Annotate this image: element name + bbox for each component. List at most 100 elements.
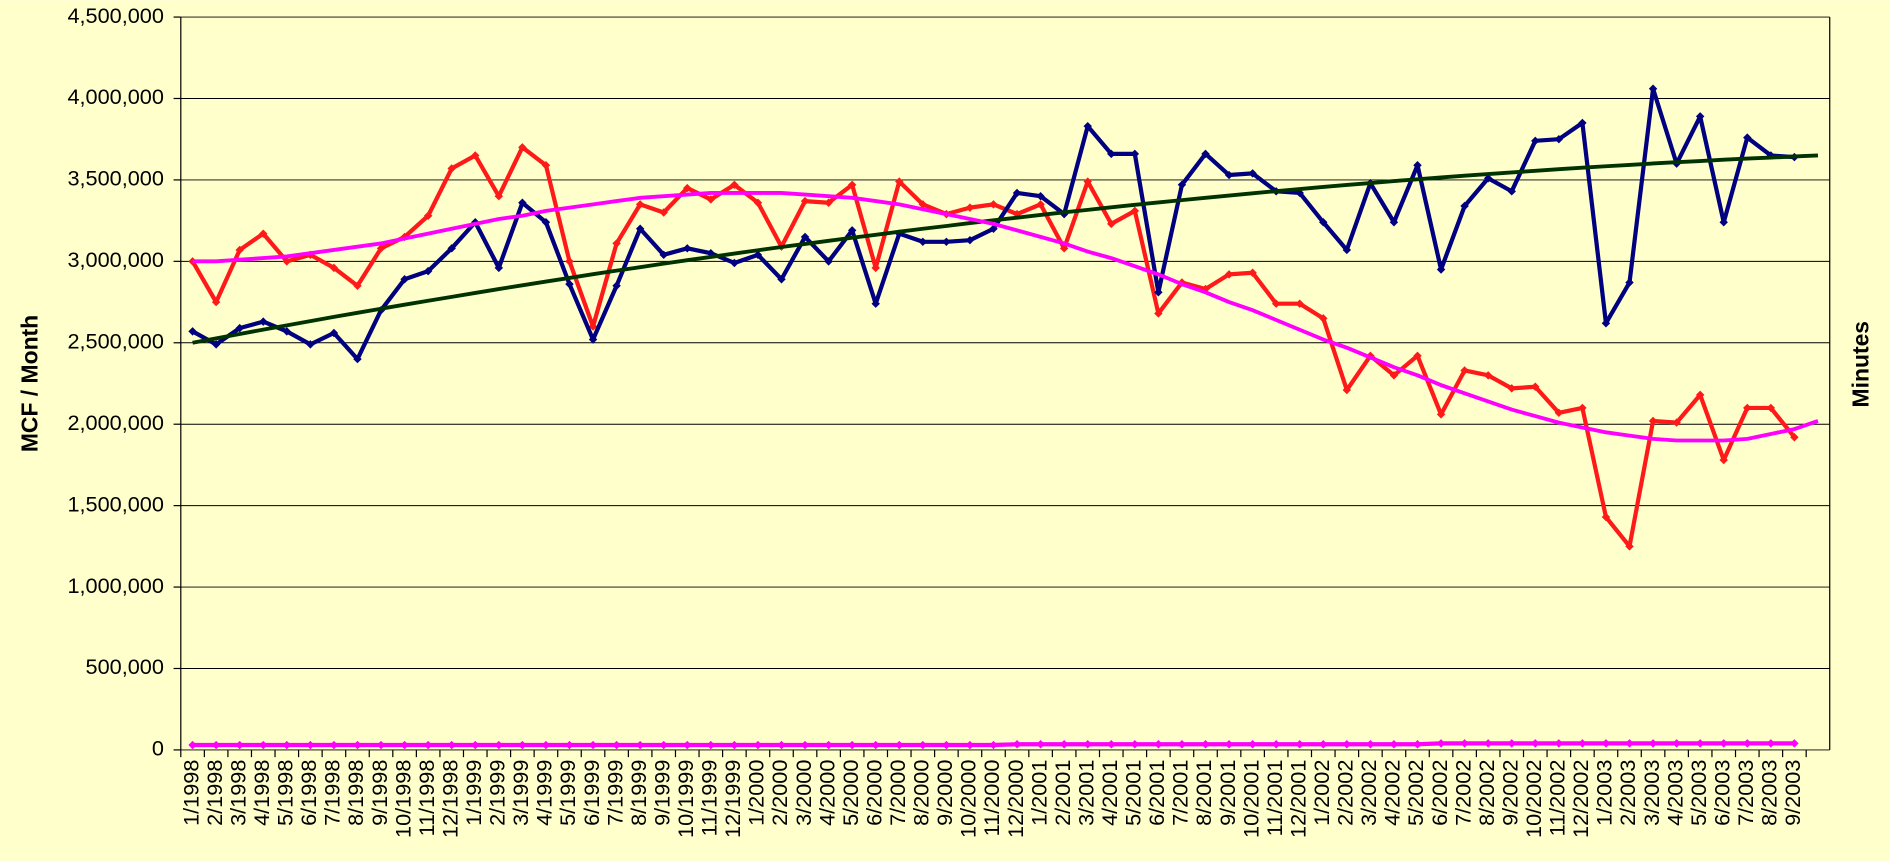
marker xyxy=(1271,740,1281,749)
marker xyxy=(989,224,998,233)
marker xyxy=(847,180,857,190)
marker xyxy=(376,244,386,253)
marker xyxy=(259,229,268,238)
x-tick-label: 3/2001 xyxy=(1073,760,1098,826)
marker xyxy=(1177,180,1187,190)
x-tick-label: 4/1999 xyxy=(532,760,557,826)
marker xyxy=(612,740,621,750)
marker xyxy=(1154,740,1163,749)
x-tick-label: 12/2002 xyxy=(1568,760,1593,838)
x-tick-label: 5/1999 xyxy=(555,760,580,826)
marker xyxy=(1554,739,1564,748)
x-tick-label: 4/2001 xyxy=(1097,760,1122,826)
marker xyxy=(565,740,574,750)
x-tick-label: 7/1999 xyxy=(602,760,627,826)
marker xyxy=(1483,174,1493,183)
marker xyxy=(1578,739,1587,748)
y-tick-label: 2,500,000 xyxy=(67,329,163,354)
marker xyxy=(1224,740,1234,749)
marker xyxy=(423,211,433,220)
x-tick-label: 11/2002 xyxy=(1545,760,1570,837)
marker xyxy=(1531,382,1540,391)
x-tick-label: 4/2003 xyxy=(1662,760,1687,826)
marker xyxy=(659,208,668,217)
marker xyxy=(918,200,928,209)
marker xyxy=(1531,136,1540,146)
marker xyxy=(989,200,998,209)
marker xyxy=(1790,433,1799,442)
marker xyxy=(353,281,362,290)
marker xyxy=(1554,408,1564,418)
marker xyxy=(1012,740,1022,749)
x-tick-label: 1/1998 xyxy=(178,760,203,826)
marker xyxy=(1625,278,1634,287)
marker xyxy=(259,317,268,326)
marker xyxy=(942,237,951,247)
x-tick-label: 2/2003 xyxy=(1615,760,1640,826)
marker xyxy=(1483,739,1493,748)
y-tick-label: 4,500,000 xyxy=(67,3,163,28)
marker xyxy=(1743,133,1752,142)
y-tick-label: 500,000 xyxy=(86,654,164,679)
marker xyxy=(635,740,645,750)
marker xyxy=(1201,740,1210,749)
marker xyxy=(1601,739,1611,748)
x-tick-label: 10/1998 xyxy=(390,760,415,838)
marker xyxy=(1201,149,1210,159)
marker xyxy=(895,177,904,186)
marker xyxy=(541,218,551,227)
marker xyxy=(871,263,880,273)
marker xyxy=(494,263,504,273)
x-tick-label: 10/2001 xyxy=(1238,760,1263,838)
marker xyxy=(1507,384,1516,393)
marker xyxy=(612,239,621,248)
marker xyxy=(1083,740,1092,749)
marker xyxy=(235,740,244,750)
marker xyxy=(211,297,221,307)
marker xyxy=(1460,366,1469,375)
marker xyxy=(1578,403,1587,413)
marker xyxy=(800,740,810,750)
marker xyxy=(1743,739,1752,748)
marker xyxy=(1107,740,1116,749)
marker xyxy=(635,224,645,233)
marker xyxy=(1719,739,1728,748)
marker xyxy=(518,198,527,207)
marker xyxy=(989,740,998,750)
marker xyxy=(211,340,221,349)
trend-line xyxy=(192,153,1819,345)
x-tick-label: 12/1998 xyxy=(437,760,462,838)
marker xyxy=(588,740,598,750)
marker xyxy=(1130,740,1140,749)
marker xyxy=(188,740,197,750)
x-tick-label: 9/1998 xyxy=(367,760,392,826)
x-tick-label: 3/2003 xyxy=(1639,760,1664,826)
x-tick-label: 9/2002 xyxy=(1497,760,1522,826)
marker xyxy=(1766,739,1776,748)
marker xyxy=(635,200,645,209)
marker xyxy=(376,740,386,750)
marker xyxy=(235,245,244,255)
marker xyxy=(541,161,551,170)
marker xyxy=(706,740,716,750)
marker xyxy=(400,275,409,284)
x-tick-label: 12/2001 xyxy=(1285,760,1310,838)
marker xyxy=(683,183,692,193)
marker xyxy=(565,257,574,266)
x-tick-label: 11/1999 xyxy=(697,760,722,837)
marker xyxy=(1601,319,1611,328)
marker xyxy=(659,740,668,750)
x-tick-label: 1/2002 xyxy=(1309,760,1334,826)
marker xyxy=(423,740,433,750)
marker xyxy=(188,327,197,336)
marker xyxy=(1342,245,1352,255)
marker xyxy=(1413,351,1422,361)
x-tick-label: 11/2001 xyxy=(1262,760,1287,837)
x-tick-label: 6/2001 xyxy=(1144,760,1169,826)
x-tick-label: 2/2000 xyxy=(767,760,792,826)
y-tick-label: 1,000,000 xyxy=(67,573,163,598)
marker xyxy=(1389,218,1399,227)
marker xyxy=(659,250,668,260)
marker xyxy=(447,740,456,750)
x-tick-label: 1/2000 xyxy=(744,760,769,826)
